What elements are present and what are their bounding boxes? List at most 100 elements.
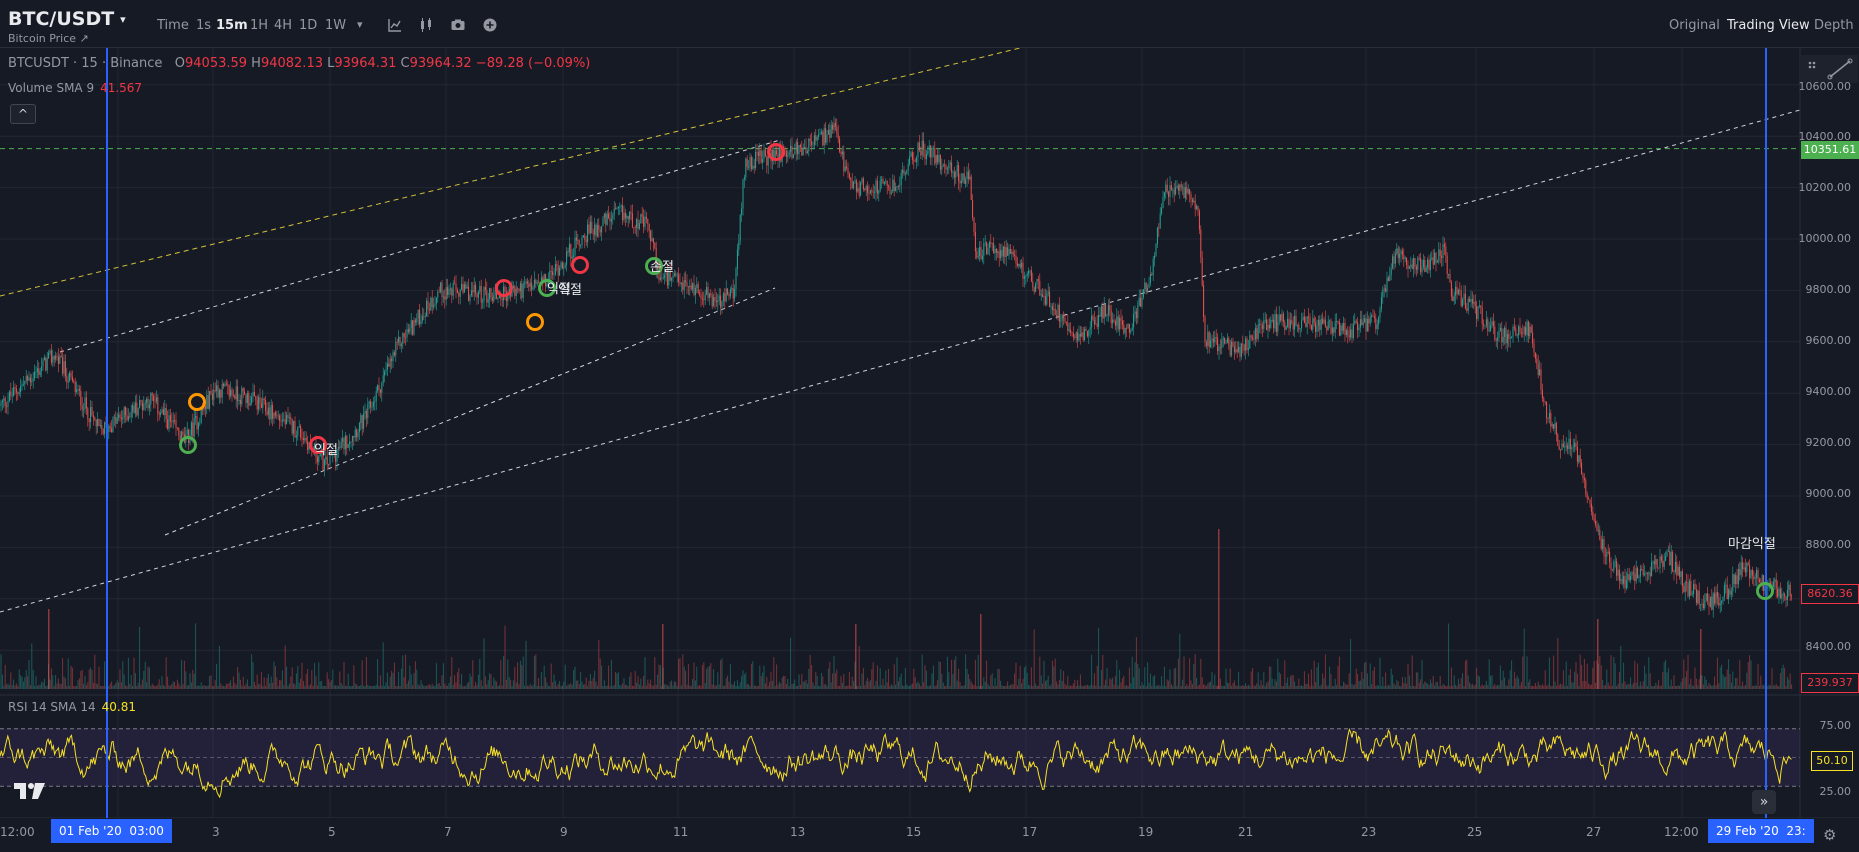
timeframe-1d[interactable]: 1D bbox=[299, 18, 318, 33]
candle-body bbox=[1714, 593, 1716, 604]
volume-bar bbox=[941, 673, 943, 689]
timeframe-more-chevron-icon[interactable]: ▾ bbox=[357, 18, 363, 31]
tab-depth[interactable]: Depth bbox=[1814, 18, 1854, 33]
candle-body bbox=[888, 185, 890, 187]
volume-bar bbox=[739, 682, 741, 689]
candle-body bbox=[1040, 294, 1042, 296]
volume-bar bbox=[1088, 685, 1090, 689]
collapse-legend-button[interactable]: ^ bbox=[10, 104, 36, 124]
indicator-icon[interactable] bbox=[387, 17, 403, 33]
candle-body bbox=[1130, 330, 1132, 333]
tab-original[interactable]: Original bbox=[1669, 18, 1720, 33]
volume-bar bbox=[906, 684, 908, 689]
scroll-right-icon[interactable]: » bbox=[1752, 790, 1776, 814]
volume-bar bbox=[312, 685, 314, 689]
volume-bar bbox=[1544, 670, 1546, 689]
volume-bar bbox=[7, 683, 9, 689]
volume-bar bbox=[837, 685, 839, 689]
gear-icon[interactable]: ⚙ bbox=[1823, 826, 1837, 844]
volume-bar bbox=[675, 682, 677, 689]
camera-icon[interactable] bbox=[450, 17, 466, 33]
candle-body bbox=[617, 206, 619, 209]
symbol-selector[interactable]: BTC/USDT ▾ bbox=[8, 8, 126, 30]
candle-body bbox=[1014, 254, 1016, 256]
candle-body bbox=[724, 293, 726, 302]
candle-body bbox=[855, 180, 857, 192]
candle-body bbox=[833, 123, 835, 130]
timeframe-1w[interactable]: 1W bbox=[325, 18, 347, 33]
crosshair-date-right: 29 Feb '20 bbox=[1716, 824, 1779, 838]
candle-body bbox=[750, 157, 752, 170]
candle-body bbox=[1610, 561, 1612, 570]
tradingview-logo-icon[interactable] bbox=[14, 780, 46, 802]
candle-body bbox=[692, 283, 694, 290]
candle-body bbox=[244, 391, 246, 395]
candle-body bbox=[1603, 539, 1605, 556]
volume-bar bbox=[288, 683, 290, 689]
candle-body bbox=[773, 149, 775, 160]
candle-body bbox=[1044, 296, 1046, 305]
volume-bar bbox=[1712, 685, 1714, 689]
volume-bar bbox=[820, 672, 822, 689]
candle-body bbox=[1604, 555, 1606, 557]
volume-bar bbox=[484, 676, 486, 689]
candle-body bbox=[323, 459, 325, 471]
volume-bar bbox=[1215, 685, 1217, 689]
candle-body bbox=[1403, 254, 1405, 259]
candle-body bbox=[1508, 333, 1510, 339]
volume-bar bbox=[146, 682, 148, 689]
candle-body bbox=[689, 285, 691, 288]
candle-body bbox=[318, 456, 320, 463]
volume-bar bbox=[155, 685, 157, 689]
candle-body bbox=[1429, 259, 1431, 271]
volume-bar bbox=[1483, 685, 1485, 689]
volume-bar bbox=[1414, 685, 1416, 689]
candle-body bbox=[1737, 569, 1739, 585]
candle-body bbox=[172, 420, 174, 422]
candle-body bbox=[70, 372, 72, 377]
candle-body bbox=[503, 286, 505, 301]
volume-bar bbox=[844, 685, 846, 689]
volume-bar bbox=[102, 685, 104, 689]
candle-body bbox=[372, 402, 374, 407]
candle-body bbox=[739, 214, 741, 241]
symbol-subtitle-link[interactable]: Bitcoin Price ↗ bbox=[8, 32, 89, 45]
candle-body bbox=[325, 456, 327, 460]
volume-bar bbox=[1698, 679, 1700, 689]
candle-body bbox=[1406, 257, 1408, 266]
time-axis[interactable] bbox=[0, 818, 1800, 852]
plus-circle-icon[interactable] bbox=[482, 17, 498, 33]
timeframe-1h[interactable]: 1H bbox=[250, 18, 269, 33]
volume-bar bbox=[631, 685, 633, 689]
candle-body bbox=[1596, 524, 1598, 531]
timeframe-1s[interactable]: 1s bbox=[196, 18, 212, 33]
volume-bar bbox=[1658, 680, 1660, 689]
candle-body bbox=[1201, 257, 1203, 286]
timeframe-15m[interactable]: 15m bbox=[216, 18, 248, 33]
tab-trading-view[interactable]: Trading View bbox=[1727, 18, 1810, 33]
candle-body bbox=[1642, 570, 1644, 576]
candle-body bbox=[1183, 186, 1185, 199]
draw-tool-icon[interactable] bbox=[1800, 55, 1858, 83]
volume-bar bbox=[1583, 658, 1585, 689]
volume-bar bbox=[419, 685, 421, 689]
candle-body bbox=[627, 216, 629, 220]
volume-bar bbox=[1226, 682, 1228, 689]
candle-body bbox=[1015, 255, 1017, 264]
volume-bar bbox=[706, 668, 708, 689]
timeframe-time[interactable]: Time bbox=[157, 18, 189, 33]
candle-body bbox=[186, 429, 188, 434]
volume-bar bbox=[913, 668, 915, 689]
volume-bar bbox=[1656, 685, 1658, 689]
volume-bar bbox=[1273, 685, 1275, 689]
volume-bar bbox=[204, 685, 206, 689]
timeframe-4h[interactable]: 4H bbox=[274, 18, 293, 33]
candle-icon[interactable] bbox=[418, 17, 434, 33]
volume-bar bbox=[476, 684, 478, 689]
candle-body bbox=[857, 188, 859, 192]
candle-body bbox=[643, 216, 645, 227]
volume-bar bbox=[371, 685, 373, 689]
symbol-name: BTC/USDT bbox=[8, 8, 115, 30]
volume-bar bbox=[1168, 680, 1170, 689]
